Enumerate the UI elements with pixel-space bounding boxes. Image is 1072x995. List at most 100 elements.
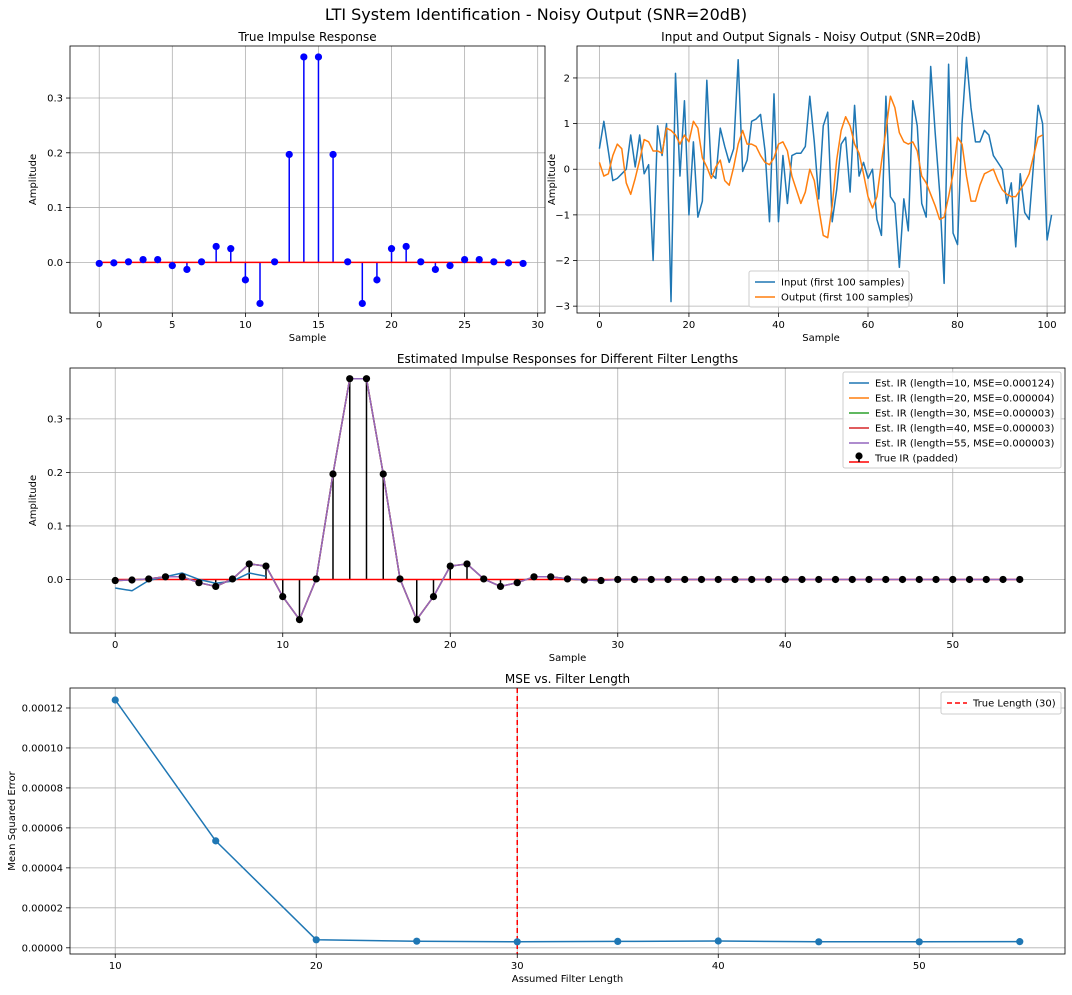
true-ir-marker bbox=[614, 575, 622, 584]
mse-marker bbox=[212, 837, 220, 845]
true-ir-marker bbox=[530, 573, 538, 581]
y-axis-label: Amplitude bbox=[28, 154, 39, 205]
legend-frame bbox=[940, 691, 1062, 715]
stem-marker bbox=[300, 53, 308, 61]
x-tick-label: 30 bbox=[511, 961, 524, 972]
y-tick-label: 0.00000 bbox=[22, 943, 63, 954]
true-ir-marker bbox=[714, 575, 722, 584]
true-ir-marker bbox=[396, 575, 404, 583]
legend: Input (first 100 samples) Output (first 1… bbox=[748, 270, 913, 308]
x-tick-label: 60 bbox=[862, 320, 875, 331]
true-ir-marker bbox=[932, 575, 940, 584]
legend-entry: Est. IR (length=30, MSE=0.000003) bbox=[875, 409, 1055, 420]
stem-marker bbox=[314, 53, 323, 61]
stem-marker bbox=[139, 256, 147, 264]
legend: True Length (30) bbox=[940, 691, 1062, 715]
chart-title: MSE vs. Filter Length bbox=[505, 672, 630, 686]
mse-marker bbox=[111, 696, 119, 704]
stem-marker bbox=[197, 258, 206, 266]
true-ir-marker bbox=[463, 560, 471, 568]
y-tick-label: −3 bbox=[555, 302, 570, 313]
panel-input-output-signals: 0 20 40 60 80 100 −3 −2 −1 0 1 2 Input and Output Si… bbox=[547, 30, 1066, 344]
stem-marker bbox=[446, 262, 454, 270]
legend-entry: Input (first 100 samples) bbox=[781, 278, 905, 289]
x-tick-label: 20 bbox=[310, 961, 323, 972]
y-tick-label: 1 bbox=[564, 119, 570, 130]
x-tick-label: 40 bbox=[772, 320, 785, 331]
stem-marker bbox=[241, 276, 249, 284]
true-ir-marker bbox=[563, 575, 572, 583]
true-ir-marker bbox=[228, 575, 237, 583]
y-tick-label: 0.00008 bbox=[22, 783, 63, 794]
panel-mse-vs-filter-length: 10 20 30 40 50 0.00000 0.00002 0.00004 0.00006 0.… bbox=[7, 672, 1066, 985]
stem-marker bbox=[431, 265, 439, 274]
y-tick-label: 0.00004 bbox=[22, 863, 63, 874]
x-tick-label: 0 bbox=[112, 640, 118, 651]
true-ir-marker bbox=[312, 575, 320, 583]
mse-marker bbox=[1016, 938, 1024, 946]
true-ir-marker bbox=[161, 573, 170, 581]
legend-frame bbox=[842, 371, 1062, 469]
x-tick-label: 10 bbox=[109, 961, 122, 972]
true-ir-marker bbox=[898, 575, 907, 584]
true-ir-marker bbox=[999, 575, 1007, 584]
true-ir-marker bbox=[748, 575, 756, 584]
estimated-ir-line bbox=[115, 377, 602, 621]
y-tick-label: 0.3 bbox=[47, 94, 63, 105]
true-ir-marker bbox=[848, 575, 856, 584]
true-ir-marker bbox=[111, 576, 119, 585]
true-ir-marker bbox=[764, 575, 773, 584]
x-tick-label: 20 bbox=[385, 320, 398, 331]
figure-suptitle: LTI System Identification - Noisy Output… bbox=[325, 5, 747, 24]
x-tick-label: 5 bbox=[169, 320, 175, 331]
y-tick-label: 0.1 bbox=[47, 521, 63, 532]
stem-marker bbox=[344, 258, 352, 266]
x-tick-label: 30 bbox=[611, 640, 624, 651]
stem-marker bbox=[504, 259, 513, 267]
true-ir-marker bbox=[597, 576, 605, 585]
mse-marker bbox=[312, 936, 320, 944]
legend-entry: True IR (padded) bbox=[874, 454, 958, 465]
chart-title: True Impulse Response bbox=[237, 30, 376, 44]
true-ir-marker bbox=[781, 575, 789, 584]
stem-marker bbox=[329, 150, 337, 159]
x-tick-label: 50 bbox=[946, 640, 959, 651]
stem-marker bbox=[154, 256, 162, 264]
true-ir-marker bbox=[982, 575, 990, 584]
axes-frame bbox=[69, 45, 546, 314]
true-ir-marker bbox=[949, 575, 957, 584]
stem-marker bbox=[168, 262, 176, 270]
true-ir-marker bbox=[346, 375, 354, 383]
stem-marker bbox=[358, 299, 366, 308]
true-ir-marker bbox=[178, 573, 186, 581]
x-tick-label: 20 bbox=[683, 320, 696, 331]
y-tick-label: 0.00012 bbox=[22, 703, 63, 714]
true-ir-marker bbox=[798, 575, 806, 584]
y-tick-label: 0.00010 bbox=[22, 743, 63, 754]
mse-marker bbox=[815, 938, 823, 946]
mse-line bbox=[114, 699, 1020, 943]
true-ir-marker bbox=[513, 579, 521, 587]
stem-marker bbox=[285, 150, 293, 159]
y-tick-label: 0.2 bbox=[47, 148, 63, 159]
x-tick-label: 20 bbox=[444, 640, 457, 651]
stem-marker bbox=[475, 256, 483, 264]
y-tick-label: −2 bbox=[555, 256, 570, 267]
true-ir-marker bbox=[815, 575, 823, 584]
x-tick-label: 0 bbox=[96, 320, 102, 331]
axes-frame bbox=[69, 367, 1066, 634]
true-ir-marker bbox=[647, 575, 655, 584]
legend-frame bbox=[748, 270, 910, 308]
true-ir-marker bbox=[279, 592, 287, 601]
y-axis-label: Amplitude bbox=[547, 154, 558, 205]
stem-marker bbox=[271, 258, 279, 266]
y-tick-label: 0.0 bbox=[47, 258, 63, 269]
stem-marker bbox=[124, 258, 133, 266]
legend-entry: Est. IR (length=20, MSE=0.000004) bbox=[875, 394, 1055, 405]
true-ir-marker bbox=[831, 575, 840, 584]
x-tick-label: 40 bbox=[779, 640, 792, 651]
legend-entry: Est. IR (length=40, MSE=0.000003) bbox=[875, 424, 1055, 435]
legend-entry: Est. IR (length=10, MSE=0.000124) bbox=[875, 379, 1055, 390]
y-tick-label: 2 bbox=[564, 73, 570, 84]
